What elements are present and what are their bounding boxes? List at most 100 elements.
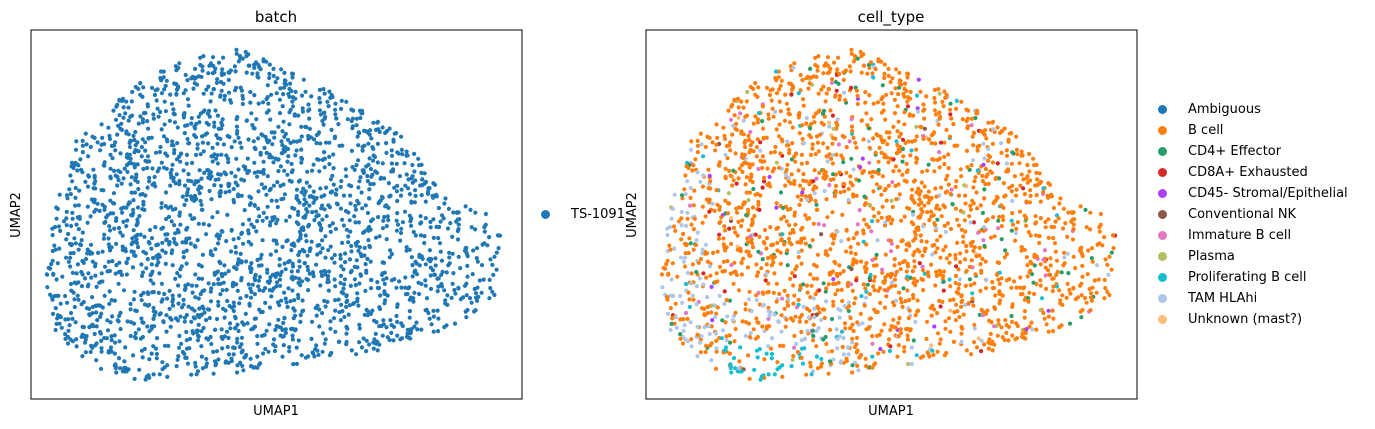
scatter-point	[307, 271, 312, 276]
scatter-point	[871, 278, 877, 283]
scatter-point	[283, 78, 288, 83]
scatter-point	[1002, 255, 1007, 260]
scatter-point	[394, 161, 399, 166]
scatter-point	[957, 277, 963, 282]
scatter-point	[835, 117, 840, 122]
scatter-point	[93, 186, 98, 191]
scatter-point	[204, 232, 209, 237]
scatter-point	[356, 158, 361, 163]
scatter-point	[997, 176, 1002, 181]
scatter-point	[744, 190, 749, 195]
scatter-point	[891, 157, 896, 162]
scatter-point	[821, 168, 826, 173]
scatter-point	[165, 232, 170, 237]
scatter-point	[364, 270, 369, 275]
legend-label: TS-1091	[571, 207, 625, 222]
scatter-point	[1038, 199, 1043, 204]
scatter-point	[175, 271, 180, 276]
scatter-point	[277, 97, 282, 102]
scatter-point	[458, 297, 463, 302]
scatter-point	[889, 198, 894, 203]
scatter-point	[110, 156, 115, 161]
scatter-point	[184, 329, 189, 335]
scatter-point	[268, 220, 273, 225]
scatter-point	[905, 261, 910, 266]
scatter-point	[753, 232, 758, 237]
scatter-point	[452, 321, 458, 326]
scatter-point	[841, 269, 846, 274]
scatter-point	[983, 286, 989, 291]
scatter-point	[773, 144, 778, 150]
scatter-point	[335, 202, 340, 207]
scatter-point	[709, 303, 714, 308]
scatter-point	[308, 246, 313, 251]
scatter-point	[971, 143, 976, 148]
scatter-point	[187, 336, 193, 341]
scatter-point	[756, 199, 761, 204]
scatter-point	[720, 318, 725, 323]
scatter-point	[1046, 217, 1051, 222]
scatter-point	[894, 67, 899, 72]
scatter-point	[671, 293, 676, 298]
scatter-point	[199, 176, 204, 181]
scatter-point	[125, 319, 130, 324]
scatter-point	[775, 240, 780, 245]
scatter-point	[905, 71, 911, 76]
scatter-point	[226, 335, 231, 341]
scatter-point	[943, 229, 948, 234]
scatter-point	[774, 201, 779, 206]
scatter-point	[189, 121, 194, 126]
scatter-point	[850, 370, 855, 375]
scatter-point	[824, 341, 829, 347]
scatter-point	[871, 189, 876, 194]
scatter-point	[218, 188, 223, 194]
scatter-point	[713, 331, 719, 336]
scatter-point	[743, 301, 748, 307]
scatter-point	[170, 248, 175, 253]
scatter-point	[962, 257, 968, 262]
scatter-point	[744, 213, 749, 218]
scatter-point	[762, 179, 767, 184]
scatter-point	[807, 243, 812, 248]
scatter-point	[166, 343, 171, 348]
scatter-point	[117, 97, 122, 102]
scatter-point	[918, 213, 923, 218]
scatter-point	[411, 229, 416, 235]
scatter-point	[76, 297, 81, 302]
scatter-point	[404, 172, 409, 177]
scatter-point	[787, 240, 792, 245]
scatter-point	[982, 224, 987, 230]
scatter-point	[360, 111, 365, 116]
scatter-point	[365, 179, 370, 184]
scatter-point	[202, 288, 207, 293]
scatter-point	[173, 181, 178, 186]
scatter-point	[116, 178, 121, 183]
scatter-point	[1044, 322, 1049, 327]
scatter-point	[764, 271, 769, 277]
scatter-point	[389, 330, 394, 335]
scatter-point	[742, 200, 748, 205]
scatter-point	[750, 220, 755, 225]
scatter-point	[180, 194, 185, 199]
scatter-point	[417, 291, 422, 297]
scatter-point	[112, 298, 117, 303]
scatter-point	[1033, 214, 1038, 219]
scatter-point	[733, 326, 738, 332]
scatter-point	[986, 158, 991, 163]
scatter-point	[935, 349, 940, 354]
scatter-point	[450, 251, 455, 256]
scatter-point	[333, 284, 338, 289]
scatter-point	[234, 51, 239, 56]
scatter-point	[1034, 327, 1039, 332]
scatter-point	[729, 370, 734, 375]
scatter-point	[188, 241, 193, 246]
scatter-point	[760, 165, 765, 171]
scatter-point	[406, 286, 411, 291]
scatter-point	[212, 124, 217, 129]
scatter-point	[907, 243, 912, 248]
scatter-point	[1079, 315, 1084, 320]
scatter-point	[474, 256, 479, 261]
scatter-point	[867, 316, 872, 321]
scatter-point	[714, 142, 719, 147]
scatter-point	[139, 348, 145, 353]
